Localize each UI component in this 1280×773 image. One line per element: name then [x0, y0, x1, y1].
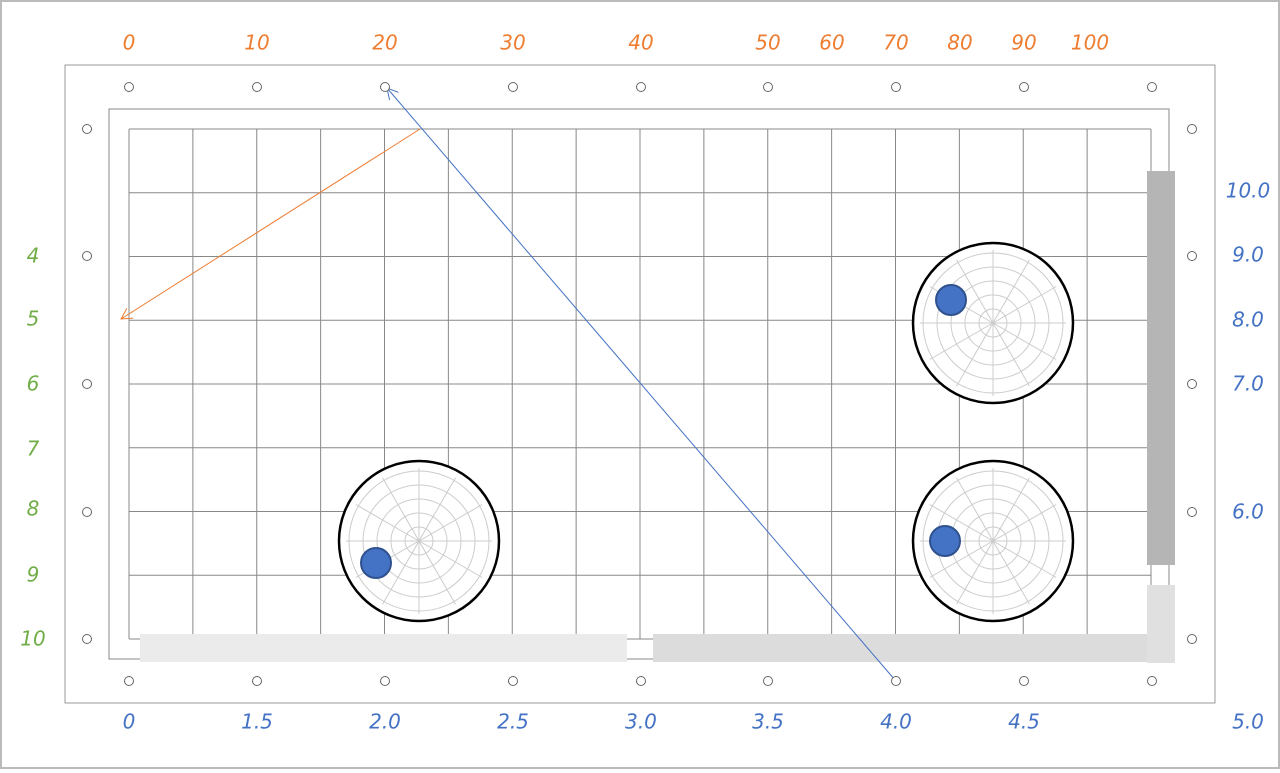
polar-spoke: [992, 286, 1057, 324]
bottom-label: 4.0: [880, 710, 912, 734]
anchor-dot: [82, 124, 92, 134]
anchor-dot: [82, 379, 92, 389]
anchor-dot: [891, 82, 901, 92]
bottom-label: 2.5: [497, 710, 529, 734]
polar-spoke: [992, 477, 1030, 542]
right-label: 9.0: [1232, 243, 1264, 267]
anchor-dot: [380, 676, 390, 686]
right-label: 6.0: [1232, 500, 1264, 524]
right-label: 10.0: [1226, 179, 1271, 203]
anchor-dot: [508, 82, 518, 92]
polar-spoke: [992, 540, 1030, 605]
bottom-label: 2.0: [369, 710, 401, 734]
left-label: 4: [27, 244, 40, 268]
top-label: 80: [947, 31, 972, 55]
polar-spoke: [992, 259, 1030, 324]
polar-spoke: [382, 477, 420, 542]
gray-bar: [140, 634, 627, 662]
left-label: 5: [27, 307, 40, 331]
anchor-dot: [380, 82, 390, 92]
blue-dot: [360, 547, 392, 579]
polar-spoke: [418, 477, 456, 542]
polar-spoke: [929, 322, 994, 360]
polar-spoke: [992, 322, 1057, 360]
left-label: 9: [27, 563, 40, 587]
blue-dot: [929, 525, 961, 557]
top-label: 40: [628, 31, 653, 55]
polar-spoke: [418, 504, 483, 542]
arrow: [121, 128, 421, 319]
top-label: 60: [819, 31, 844, 55]
anchor-dot: [1187, 124, 1197, 134]
anchor-dot: [1187, 634, 1197, 644]
left-label: 8: [27, 497, 40, 521]
anchor-dot: [124, 82, 134, 92]
bottom-label: 3.0: [625, 710, 657, 734]
polar-spoke: [382, 540, 420, 605]
polar-spoke: [956, 540, 994, 605]
left-label: 10: [20, 627, 45, 651]
gray-bar: [1147, 585, 1175, 663]
polar-spoke: [992, 322, 1030, 387]
polar-spoke: [992, 540, 1057, 578]
anchor-dot: [763, 676, 773, 686]
right-label: 7.0: [1232, 372, 1264, 396]
top-label: 10: [244, 31, 269, 55]
anchor-dot: [636, 676, 646, 686]
polar-spoke: [418, 540, 483, 578]
polar-spoke: [929, 504, 994, 542]
bottom-label: 4.5: [1008, 710, 1040, 734]
polar-spoke: [929, 540, 994, 578]
bottom-label: 3.5: [752, 710, 784, 734]
polar-spoke: [992, 504, 1057, 542]
labels: 0 10 20 30 40 50 60 70 80 90 100 4 5 6 7 8 9 10 10.0 9.0 8.0…: [20, 31, 1270, 734]
right-label: 8.0: [1232, 308, 1264, 332]
top-label: 0: [123, 31, 136, 55]
top-label: 100: [1071, 31, 1109, 55]
anchor-dot: [508, 676, 518, 686]
anchor-dot: [1019, 82, 1029, 92]
outer-box: [64, 64, 1216, 704]
top-label: 70: [883, 31, 908, 55]
anchor-dot: [252, 676, 262, 686]
polar-spoke: [418, 540, 456, 605]
anchor-dot: [252, 82, 262, 92]
polar-outline: [337, 459, 501, 623]
anchor-dot: [1147, 676, 1157, 686]
top-label: 20: [372, 31, 397, 55]
anchor-dot: [82, 507, 92, 517]
polar-outline: [911, 241, 1075, 405]
top-label: 50: [755, 31, 780, 55]
anchor-dot: [1187, 507, 1197, 517]
bottom-label: 0: [123, 710, 136, 734]
polar-spoke: [355, 504, 420, 542]
top-label: 30: [500, 31, 525, 55]
anchor-dot: [82, 251, 92, 261]
arrow: [387, 88, 896, 681]
polar-spoke: [956, 322, 994, 387]
left-label: 6: [27, 372, 40, 396]
left-label: 7: [27, 437, 40, 461]
blue-dot: [935, 284, 967, 316]
anchor-dot: [763, 82, 773, 92]
gray-bar: [653, 634, 1147, 662]
anchor-dot: [82, 634, 92, 644]
polar-spoke: [956, 259, 994, 324]
anchor-dot: [1187, 379, 1197, 389]
anchor-dot: [891, 676, 901, 686]
polar-outline: [911, 459, 1075, 623]
gray-bar: [1147, 171, 1175, 565]
anchor-dot: [1187, 251, 1197, 261]
anchor-dot: [1019, 676, 1029, 686]
anchor-dot: [1147, 82, 1157, 92]
bottom-label: 5.0: [1232, 710, 1264, 734]
anchor-dot: [636, 82, 646, 92]
anchor-dot: [124, 676, 134, 686]
polar-group: [337, 241, 1075, 623]
top-label: 90: [1011, 31, 1036, 55]
bottom-label: 1.5: [241, 710, 273, 734]
polar-spoke: [956, 477, 994, 542]
anchor-dots: [82, 82, 1197, 686]
